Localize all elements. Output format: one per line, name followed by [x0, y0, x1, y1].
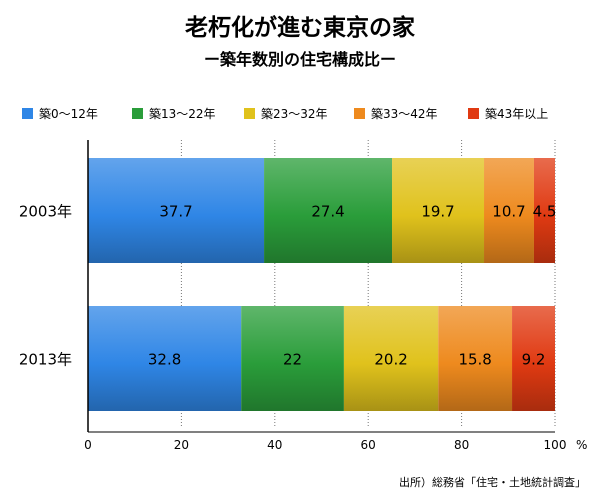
category-label-1: 2013年 — [19, 351, 72, 369]
chart-subtitle: ー築年数別の住宅構成比ー — [203, 50, 396, 69]
legend-item-2: 築23〜32年 — [244, 104, 328, 122]
legend-item-3: 築33〜42年 — [354, 104, 438, 122]
legend-label-4: 築43年以上 — [485, 106, 549, 121]
data-label-0-4: 4.5 — [533, 203, 557, 221]
legend-label-2: 築23〜32年 — [261, 106, 328, 121]
data-label-1-4: 9.2 — [522, 351, 546, 369]
data-label-0-2: 19.7 — [421, 203, 454, 221]
category-label-0: 2003年 — [19, 203, 72, 221]
x-tick-label-60: 60 — [361, 438, 376, 452]
legend-item-4: 築43年以上 — [468, 104, 548, 122]
bar-segment-0-4 — [533, 158, 555, 263]
data-label-0-3: 10.7 — [492, 203, 525, 221]
legend-swatch-4 — [468, 107, 479, 119]
source-note: 出所）総務省「住宅・土地統計調査」 — [399, 476, 586, 489]
data-label-1-0: 32.8 — [148, 351, 181, 369]
bar-segment-1-3 — [438, 306, 513, 411]
bar-segment-1-0 — [88, 306, 242, 411]
legend-label-1: 築13〜22年 — [149, 106, 216, 121]
data-label-1-2: 20.2 — [374, 351, 407, 369]
x-unit-label: % — [576, 438, 587, 452]
data-label-0-1: 27.4 — [311, 203, 344, 221]
x-tick-label-20: 20 — [174, 438, 189, 452]
legend-label-0: 築0〜12年 — [39, 106, 98, 121]
legend-swatch-2 — [244, 107, 255, 119]
legend-label-3: 築33〜42年 — [371, 106, 438, 121]
chart-legend: 築0〜12年 築13〜22年 築23〜32年 築33〜42年 築43年以上 — [22, 104, 592, 122]
bar-segment-0-1 — [264, 158, 393, 263]
chart-title: 老朽化が進む東京の家 — [185, 15, 415, 41]
legend-swatch-0 — [22, 107, 33, 119]
x-tick-label-80: 80 — [454, 438, 469, 452]
bar-segment-1-1 — [241, 306, 344, 411]
legend-item-0: 築0〜12年 — [22, 104, 98, 122]
x-tick-label-0: 0 — [84, 438, 92, 452]
bar-segment-1-4 — [512, 306, 555, 411]
x-tick-label-40: 40 — [267, 438, 282, 452]
data-label-1-1: 22 — [283, 351, 302, 369]
legend-swatch-1 — [132, 107, 143, 119]
data-label-1-3: 15.8 — [458, 351, 491, 369]
bar-segment-1-2 — [343, 306, 439, 411]
legend-swatch-3 — [354, 107, 365, 119]
legend-item-1: 築13〜22年 — [132, 104, 216, 122]
bar-segment-0-0 — [88, 158, 265, 263]
bar-segment-0-2 — [392, 158, 485, 263]
bar-segment-0-3 — [484, 158, 534, 263]
data-label-0-0: 37.7 — [159, 203, 192, 221]
x-tick-label-100: 100 — [544, 438, 567, 452]
